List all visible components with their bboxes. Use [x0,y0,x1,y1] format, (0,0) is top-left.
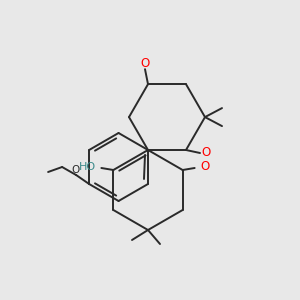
Text: O: O [140,57,150,70]
Text: O: O [200,160,209,172]
Text: O: O [71,165,79,175]
Text: HO: HO [79,162,96,172]
Text: O: O [201,146,211,160]
